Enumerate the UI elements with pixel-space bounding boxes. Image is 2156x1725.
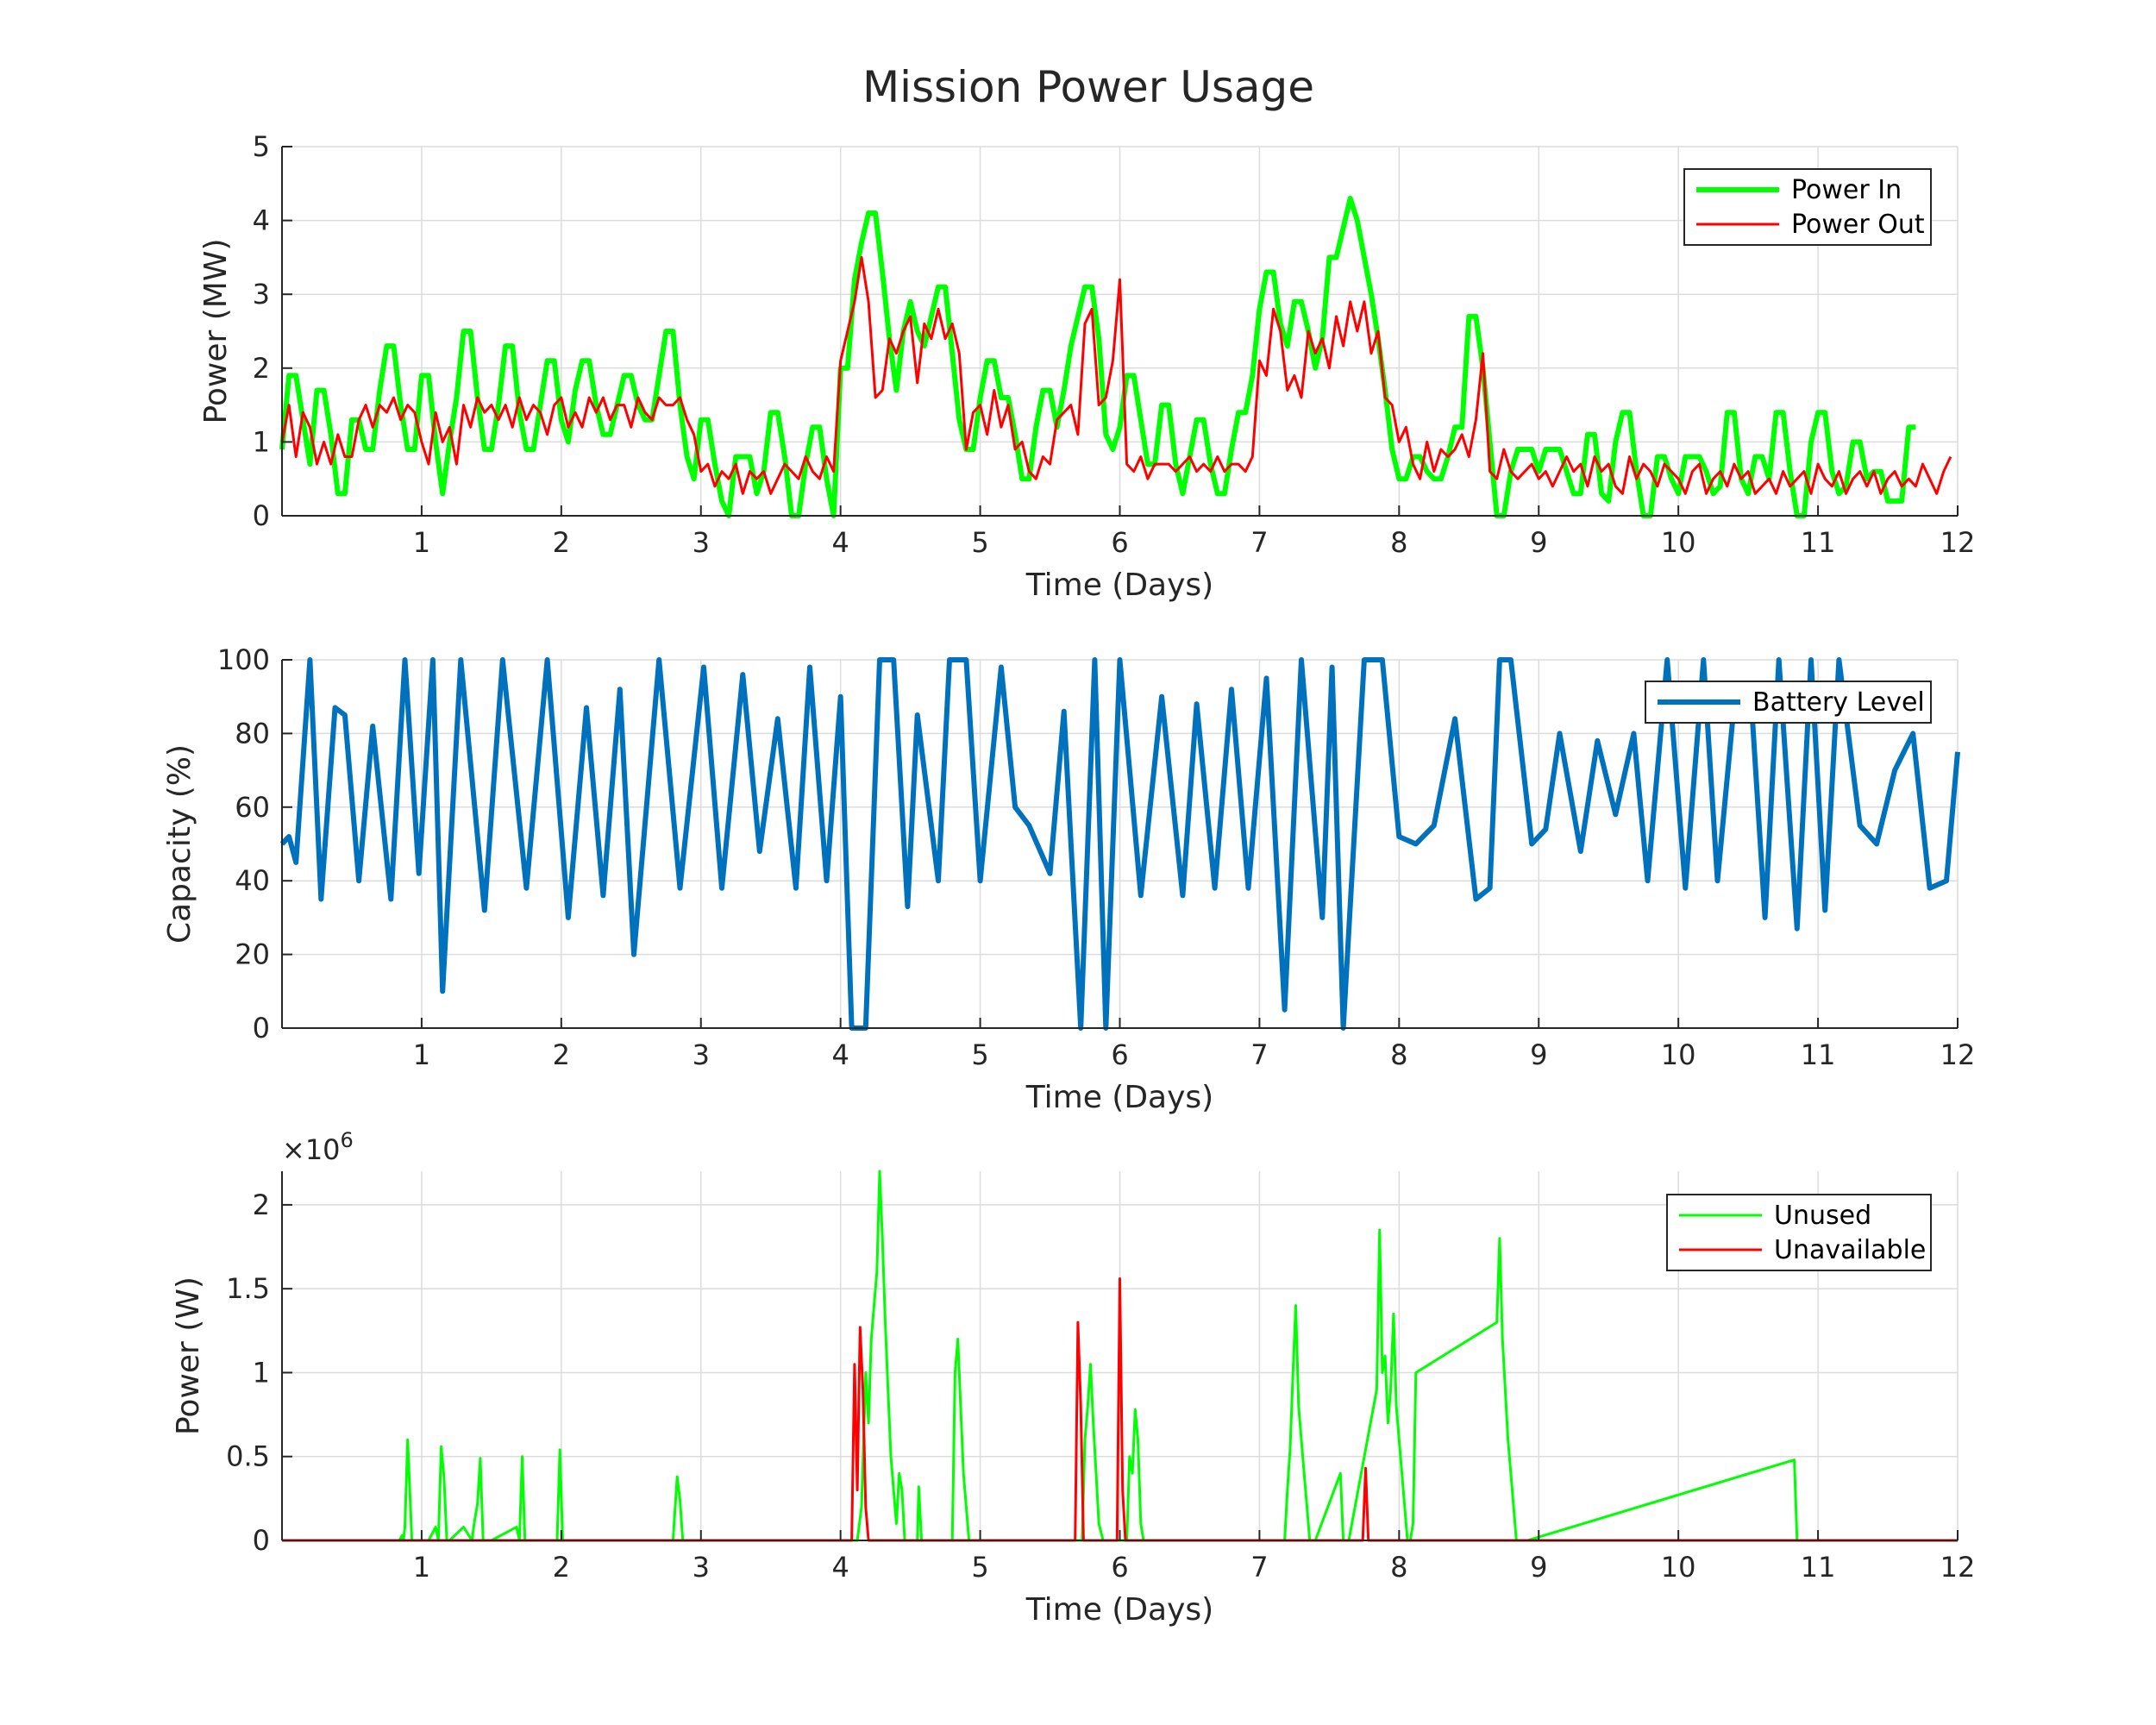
x-tick-label: 12 xyxy=(1940,1038,1976,1071)
x-tick-label: 7 xyxy=(1250,1551,1268,1584)
y-tick-label: 1 xyxy=(253,425,270,458)
x-tick-label: 2 xyxy=(553,1038,570,1071)
x-tick-label: 10 xyxy=(1661,1551,1696,1584)
x-tick-label: 6 xyxy=(1111,1551,1128,1584)
y-axis-label: Capacity (%) xyxy=(162,744,197,944)
x-tick-label: 1 xyxy=(413,1551,430,1584)
x-tick-label: 5 xyxy=(971,1551,988,1584)
series-line-unused xyxy=(282,1170,1803,1542)
x-tick-label: 6 xyxy=(1111,1038,1128,1071)
x-tick-label: 6 xyxy=(1111,526,1128,559)
y-tick-label: 20 xyxy=(235,938,270,971)
y-tick-label: 80 xyxy=(235,717,270,750)
x-tick-label: 8 xyxy=(1390,1551,1407,1584)
series-line-power-out xyxy=(280,255,1952,495)
x-axis-label: Time (Days) xyxy=(1025,568,1213,603)
x-tick-label: 8 xyxy=(1390,526,1407,559)
y-tick-label: 0 xyxy=(253,1012,270,1044)
legend-label: Power In xyxy=(1791,175,1902,205)
y-tick-label: 40 xyxy=(235,864,270,897)
x-tick-label: 3 xyxy=(693,1038,710,1071)
x-tick-label: 3 xyxy=(693,526,710,559)
x-tick-label: 9 xyxy=(1530,1038,1547,1071)
x-tick-label: 9 xyxy=(1530,1551,1547,1584)
y-exponent-label: ×106 xyxy=(282,1128,354,1166)
y-tick-label: 3 xyxy=(253,278,270,310)
legend-box xyxy=(1683,168,1932,246)
y-tick-label: 1.5 xyxy=(226,1272,270,1305)
legend-label: Unavailable xyxy=(1774,1235,1926,1265)
x-tick-label: 10 xyxy=(1661,526,1696,559)
x-tick-label: 1 xyxy=(413,1038,430,1071)
x-tick-label: 12 xyxy=(1940,1551,1976,1584)
series-line-battery-level xyxy=(279,657,1960,1031)
legend-label: Unused xyxy=(1774,1201,1871,1231)
x-tick-label: 7 xyxy=(1250,1038,1268,1071)
y-axis-label: Power (W) xyxy=(171,1276,206,1435)
x-tick-label: 2 xyxy=(553,526,570,559)
figure-title: Mission Power Usage xyxy=(862,62,1314,112)
x-tick-label: 5 xyxy=(971,526,988,559)
y-exponent-superscript: 6 xyxy=(341,1128,354,1152)
x-tick-label: 12 xyxy=(1940,526,1976,559)
y-tick-label: 5 xyxy=(253,130,270,163)
y-tick-label: 100 xyxy=(217,643,270,676)
y-tick-label: 0 xyxy=(253,1524,270,1557)
y-tick-label: 0 xyxy=(253,499,270,532)
x-tick-label: 7 xyxy=(1250,526,1268,559)
x-tick-label: 2 xyxy=(553,1551,570,1584)
x-tick-label: 1 xyxy=(413,526,430,559)
y-tick-label: 2 xyxy=(253,352,270,385)
y-axis-label: Power (MW) xyxy=(198,238,234,423)
y-tick-label: 2 xyxy=(253,1189,270,1221)
x-tick-label: 11 xyxy=(1801,1551,1836,1584)
y-tick-label: 4 xyxy=(253,204,270,237)
y-tick-label: 60 xyxy=(235,791,270,824)
x-tick-label: 9 xyxy=(1530,526,1547,559)
x-tick-label: 11 xyxy=(1801,526,1836,559)
y-tick-label: 0.5 xyxy=(226,1440,270,1473)
x-tick-label: 5 xyxy=(971,1038,988,1071)
y-tick-label: 1 xyxy=(253,1356,270,1389)
x-axis-label: Time (Days) xyxy=(1025,1592,1213,1628)
legend-box xyxy=(1666,1194,1932,1271)
x-tick-label: 8 xyxy=(1390,1038,1407,1071)
x-axis-label: Time (Days) xyxy=(1025,1080,1213,1115)
x-tick-label: 4 xyxy=(831,1038,849,1071)
x-tick-label: 3 xyxy=(693,1551,710,1584)
legend-label: Battery Level xyxy=(1752,687,1925,718)
legend-label: Power Out xyxy=(1791,210,1925,240)
x-tick-label: 4 xyxy=(831,526,849,559)
x-tick-label: 11 xyxy=(1801,1038,1836,1071)
x-tick-label: 4 xyxy=(831,1551,849,1584)
x-tick-label: 10 xyxy=(1661,1038,1696,1071)
